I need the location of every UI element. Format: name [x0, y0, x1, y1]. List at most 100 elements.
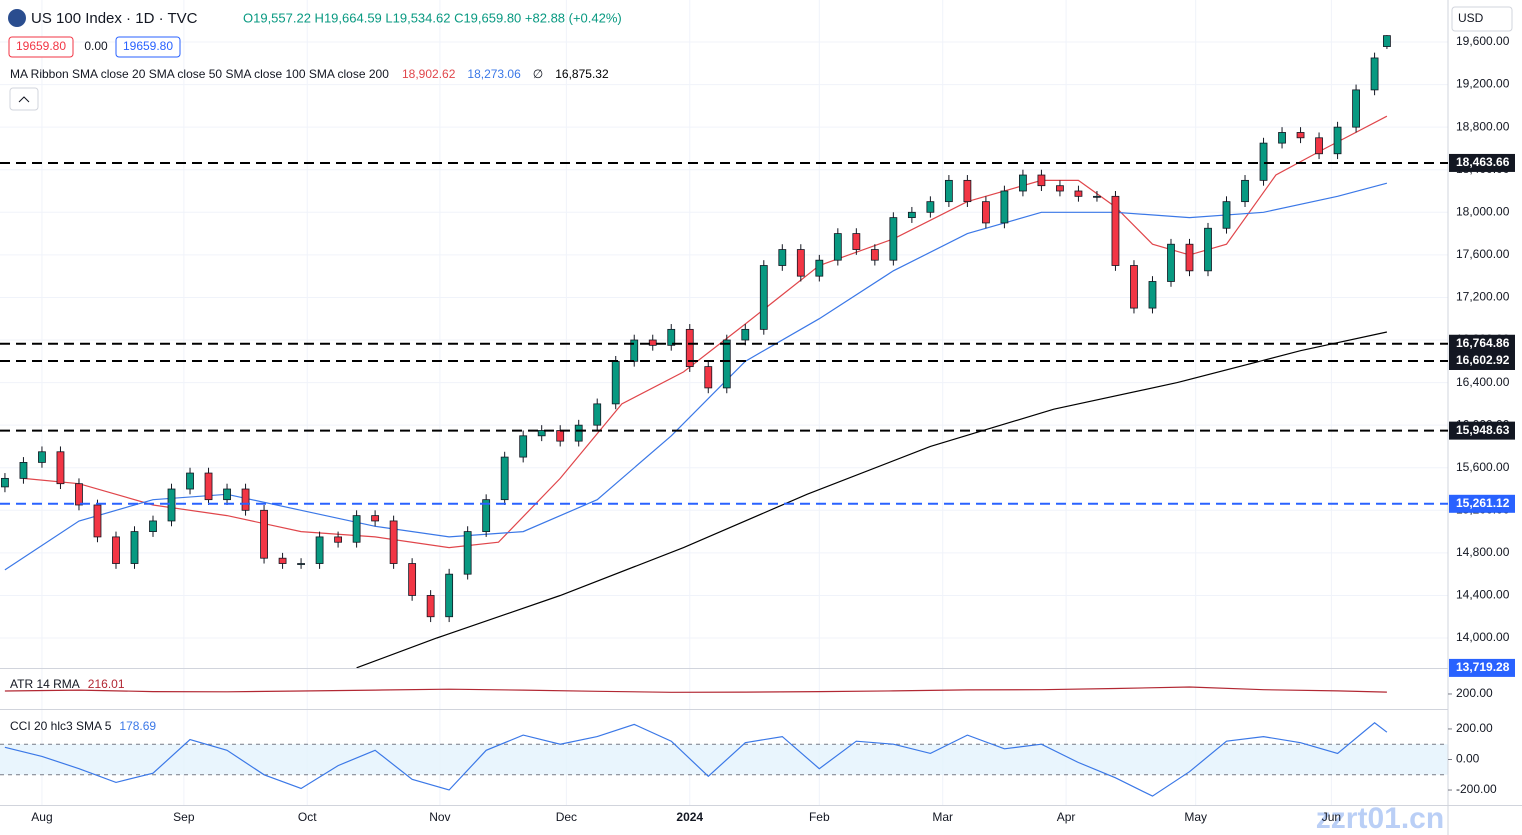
buy-box[interactable]: [115, 36, 181, 58]
level-label-bg: [1449, 421, 1515, 440]
candle-body: [1370, 57, 1379, 91]
y-tick-label: 19,600.00: [1456, 34, 1510, 48]
candle-body: [408, 563, 417, 596]
candle-body: [759, 265, 768, 330]
candle-body: [1, 477, 9, 488]
y-tick-label: 14,400.00: [1456, 588, 1510, 602]
candle-body: [1074, 190, 1083, 197]
candle-body: [334, 536, 342, 543]
y-tick-label: 19,200.00: [1456, 77, 1510, 91]
candle-body: [963, 179, 972, 203]
candle-body: [852, 233, 861, 250]
candle-body: [371, 515, 380, 522]
ma-line: [23, 115, 1388, 549]
level-label-bg: [1449, 494, 1515, 513]
candle-body: [500, 456, 509, 501]
candle-body: [1204, 227, 1212, 272]
candle-body: [482, 499, 491, 532]
level-label-bg: [1449, 658, 1515, 677]
level-label-bg: [1449, 334, 1515, 353]
candle-body: [1148, 281, 1157, 309]
x-tick-label: Nov: [429, 810, 450, 824]
candle-body: [1130, 265, 1138, 309]
collapse-icon: [18, 96, 30, 103]
candle-body: [1352, 89, 1360, 128]
candle-body: [56, 451, 65, 485]
candle-body: [574, 424, 583, 442]
candle-body: [241, 488, 250, 511]
y-tick-label: 15,600.00: [1456, 460, 1510, 474]
plot: [1, 35, 1391, 797]
candle-body: [1093, 195, 1101, 198]
symbol-title[interactable]: US 100 Index · 1D · TVC: [31, 10, 198, 27]
candle-body: [889, 217, 898, 261]
level-label: 15,261.12: [1456, 496, 1510, 510]
ma-title: MA Ribbon SMA close 20 SMA close 50 SMA …: [10, 67, 389, 81]
ma-legend-value: 18,902.62: [402, 67, 456, 81]
candle-body: [870, 249, 879, 261]
candle-body: [278, 557, 287, 564]
candle-body: [352, 515, 361, 543]
candle-body: [593, 403, 602, 426]
candle-body: [778, 249, 787, 266]
candle-body: [112, 536, 120, 564]
ma-legend-value: ∅: [533, 67, 543, 81]
ma-line: [356, 331, 1388, 669]
candle-body: [741, 328, 750, 341]
sell-box[interactable]: [8, 36, 74, 58]
x-tick-label: Mar: [932, 810, 953, 824]
candle-body: [981, 201, 990, 224]
indicator-line: [4, 722, 1388, 797]
level-label-bg: [1449, 153, 1515, 172]
x-tick-label: Aug: [31, 810, 52, 824]
cci-band: [0, 744, 1448, 775]
candle-body: [223, 488, 231, 501]
candle-body: [833, 233, 842, 261]
level-label-bg: [1449, 351, 1515, 370]
candle-body: [667, 328, 676, 346]
indicator-value: 178.69: [119, 719, 156, 733]
y-tick-label: 0.00: [1456, 752, 1480, 766]
currency-box[interactable]: [1451, 6, 1513, 32]
candle-body: [1278, 132, 1286, 144]
spread: 0.00: [84, 39, 108, 53]
x-tick-label: Apr: [1057, 810, 1076, 824]
candle-body: [1259, 142, 1268, 181]
x-tick-label: Jun: [1322, 810, 1341, 824]
candle-body: [611, 360, 620, 405]
candle-body: [1167, 243, 1175, 282]
candle-body: [704, 366, 713, 389]
candle-body: [389, 520, 398, 564]
sell-price[interactable]: 19659.80: [16, 39, 66, 53]
x-tick-label: May: [1184, 810, 1207, 824]
buy-price[interactable]: 19659.80: [123, 39, 173, 53]
candle-body: [315, 536, 324, 564]
watermark: zzrt01.cn: [1316, 802, 1444, 835]
collapse-button[interactable]: [9, 87, 39, 111]
y-tick-label: 200.00: [1456, 686, 1493, 700]
candle-body: [722, 339, 731, 389]
currency[interactable]: USD: [1458, 11, 1484, 25]
candle-body: [1241, 179, 1249, 203]
candle-body: [815, 259, 824, 277]
candle-body: [19, 462, 28, 479]
candle-body: [204, 472, 213, 501]
y-tick-label: -200.00: [1456, 782, 1497, 796]
candle-body: [297, 563, 305, 565]
candle-body: [1333, 126, 1342, 155]
candle-body: [1000, 190, 1009, 224]
y-tick-label: 18,000.00: [1456, 204, 1510, 218]
candle-body: [944, 179, 953, 203]
candle-body: [75, 483, 83, 506]
candle-body: [630, 339, 639, 362]
x-tick-label: Feb: [809, 810, 830, 824]
candle-body: [1222, 201, 1231, 229]
x-tick-label: Sep: [173, 810, 195, 824]
level-label: 13,719.28: [1456, 660, 1510, 674]
candle-body: [685, 328, 694, 368]
candle-body: [537, 430, 546, 437]
candle-body: [167, 488, 176, 522]
level-label: 18,463.66: [1456, 155, 1510, 169]
